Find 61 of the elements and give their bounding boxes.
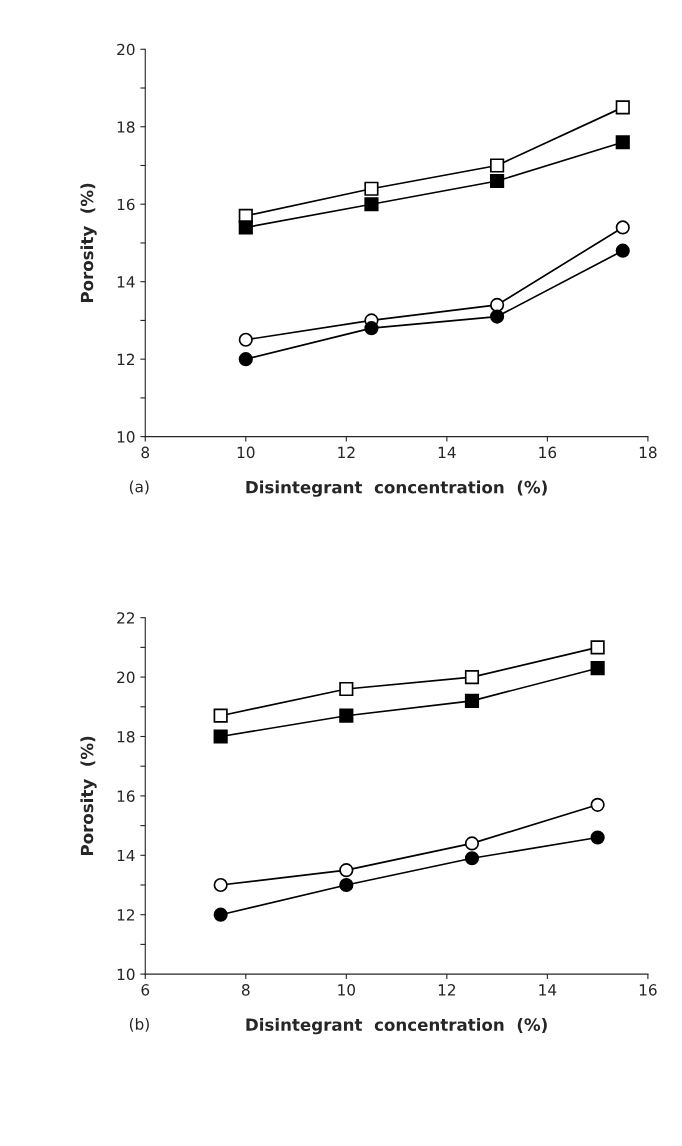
x-tick-label: 6 [141,984,150,996]
point [213,729,228,744]
point [615,220,630,235]
point [364,321,379,336]
x-tick-label: 16 [639,984,657,996]
y-axis-title: Porosity (%) [80,183,97,303]
point [364,181,379,196]
point [590,640,605,655]
y-axis-title: Porosity (%) [80,736,97,856]
point [339,877,354,893]
x-tick-label: 8 [241,984,250,996]
y-tick-label: 14 [117,276,135,288]
point [339,681,354,697]
point [339,863,354,878]
point [213,907,228,922]
point [490,158,505,173]
point [364,197,379,212]
point [238,332,253,347]
y-tick-label: 22 [117,612,135,624]
x-tick-label: 10 [237,446,255,459]
x-tick-label: 12 [338,446,355,458]
point [464,693,480,708]
y-tick-label: 18 [117,730,135,743]
y-tick-label: 20 [117,43,135,56]
point [464,836,480,851]
y-tick-label: 12 [117,909,135,921]
point [490,309,505,324]
point [213,877,228,893]
y-tick-label: 12 [117,353,135,365]
y-tick-label: 20 [117,671,135,684]
y-tick-label: 16 [117,790,135,802]
y-tick-label: 14 [117,849,135,862]
x-axis-title: Disintegrant concentration (%) [246,1018,547,1035]
x-tick-label: 12 [438,984,456,996]
point [490,173,505,189]
x-tick-label: 18 [639,446,657,459]
point [615,243,630,258]
point [238,352,253,367]
text: (a) [129,480,149,495]
x-tick-label: 14 [438,446,456,458]
point [590,661,605,676]
text: (b) [129,1018,149,1032]
point [339,708,354,723]
point [464,670,480,685]
y-tick-label: 18 [117,121,135,133]
x-tick-label: 10 [338,984,356,996]
point [238,220,253,235]
point [615,135,630,150]
x-axis-title: Disintegrant concentration (%) [246,480,547,497]
y-tick-label: 10 [117,968,135,981]
x-tick-label: 14 [539,984,557,996]
point [590,797,605,812]
y-tick-label: 16 [117,198,135,211]
point [464,851,480,866]
x-tick-label: 8 [141,446,150,459]
point [590,830,605,845]
point [213,708,228,723]
x-tick-label: 16 [539,446,557,459]
point [615,100,630,115]
point [490,297,505,313]
y-tick-label: 10 [117,431,135,443]
